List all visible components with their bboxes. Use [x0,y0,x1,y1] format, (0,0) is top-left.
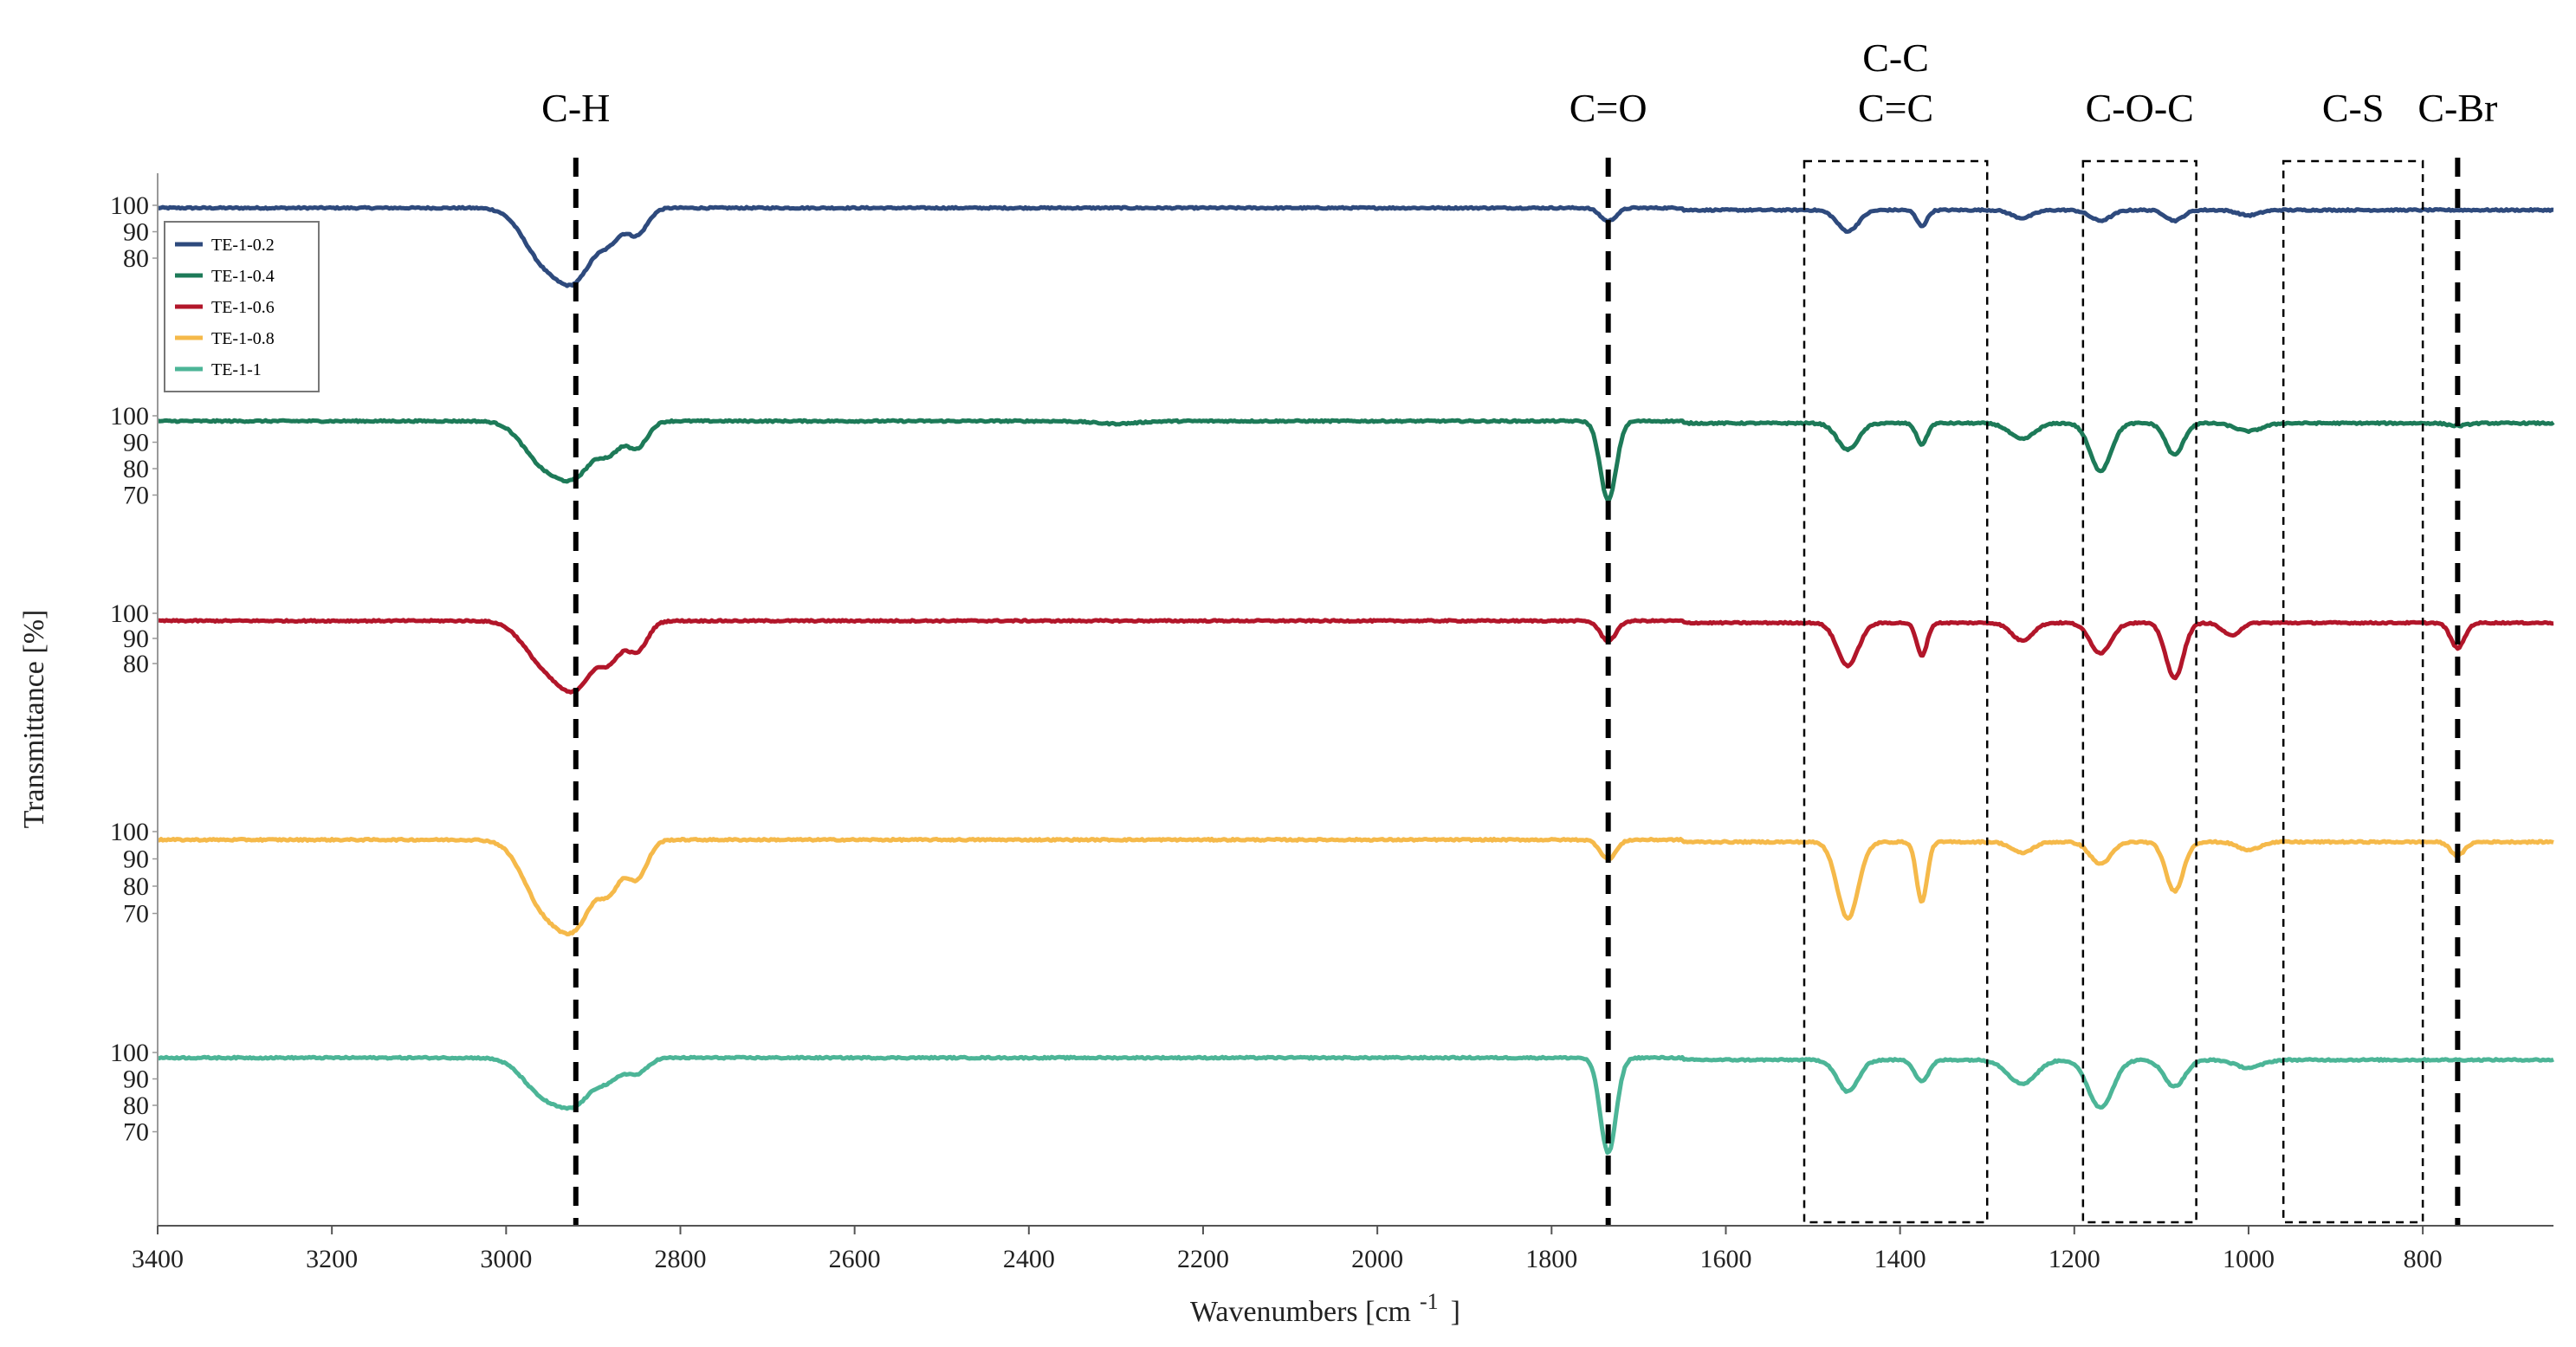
annotation-C-S: C-S [2282,86,2424,1224]
y-axis-title: Transmittance [%] [18,610,50,829]
annotation-C-H: C-H [541,86,610,1226]
x-tick-label: 3000 [480,1245,532,1273]
legend: TE-1-0.2 TE-1-0.4 TE-1-0.6 TE-1-0.8 TE-1-1 [164,221,320,392]
x-tick-label: 3400 [132,1245,184,1273]
x-tick-label: 1200 [2049,1245,2100,1273]
series-line-TE-1-0.2 [157,204,2554,288]
y-tick-label: 80 [123,455,149,483]
annotation-dashed-box [2081,159,2197,1224]
x-axis-title: Wavenumbers [cm -1] [1190,1289,1460,1328]
series-line-TE-1-1 [157,1054,2554,1156]
x-tick-label: 2800 [654,1245,706,1273]
y-tick-label: 90 [123,218,149,247]
x-axis: 3400 3200 3000 2800 2600 2400 2200 2000 1800 1600… [132,173,2553,1273]
annotation-label: C-S [2322,86,2385,130]
y-tick-label: 80 [123,650,149,678]
annotation-dashed-box [1803,159,1989,1224]
x-tick-label: 3200 [306,1245,358,1273]
annotation-label: C=O [1570,86,1647,130]
annotation-label: C=C [1858,86,1933,130]
y-tick-label: 90 [123,429,149,457]
x-axis-title-close: ] [1451,1296,1460,1328]
y-tick-label: 90 [123,625,149,653]
y-tick-label: 70 [123,482,149,510]
annotation-dashed-box [2282,159,2424,1224]
x-tick-label: 1600 [1699,1245,1751,1273]
series-line-TE-1-0.4 [157,418,2555,502]
annotation-C-C-C=C: C-C C=C [1803,36,1989,1224]
y-tick-label: 90 [123,845,149,874]
annotation-layer: C-H C=O C-C C=C C-O-C C-S C-Br [541,36,2497,1226]
annotation-C=O: C=O [1570,86,1647,1226]
y-tick-label: 100 [110,818,149,846]
x-tick-label: 2400 [1003,1245,1055,1273]
legend-label: TE-1-1 [211,360,262,379]
annotation-C-Br: C-Br [2417,86,2497,1226]
annotation-C-O-C: C-O-C [2081,86,2197,1224]
y-tick-label: 100 [110,599,149,628]
x-axis-title-superscript: -1 [1420,1289,1439,1314]
x-tick-label: 2600 [829,1245,881,1273]
plot-area: 1009080100908070100908010090807010090807… [110,191,2555,1156]
annotation-label: C-C [1862,36,1929,80]
x-axis-title-main: Wavenumbers [cm [1190,1296,1411,1328]
annotation-label: C-Br [2417,86,2497,130]
x-tick-label: 1000 [2223,1245,2275,1273]
series-line-TE-1-0.6 [157,618,2554,695]
y-tick-label: 100 [110,402,149,431]
y-tick-label: 80 [123,1091,149,1120]
y-tick-label: 80 [123,244,149,273]
legend-label: TE-1-0.2 [211,236,275,255]
x-tick-label: 2200 [1177,1245,1229,1273]
x-tick-label: 2000 [1351,1245,1403,1273]
series-line-TE-1-0.8 [157,837,2554,936]
annotation-label: C-H [541,86,610,130]
legend-label: TE-1-0.4 [211,267,275,286]
y-tick-label: 70 [123,1118,149,1147]
annotation-label: C-O-C [2086,86,2194,130]
y-tick-label: 100 [110,1039,149,1067]
x-tick-label: 1800 [1525,1245,1577,1273]
legend-label: TE-1-0.8 [211,329,275,348]
y-tick-label: 70 [123,900,149,929]
legend-label: TE-1-0.6 [211,298,275,317]
y-tick-label: 90 [123,1065,149,1094]
y-tick-label: 80 [123,872,149,901]
x-tick-label: 1400 [1874,1245,1926,1273]
y-tick-label: 100 [110,191,149,220]
x-tick-label: 800 [2404,1245,2443,1273]
